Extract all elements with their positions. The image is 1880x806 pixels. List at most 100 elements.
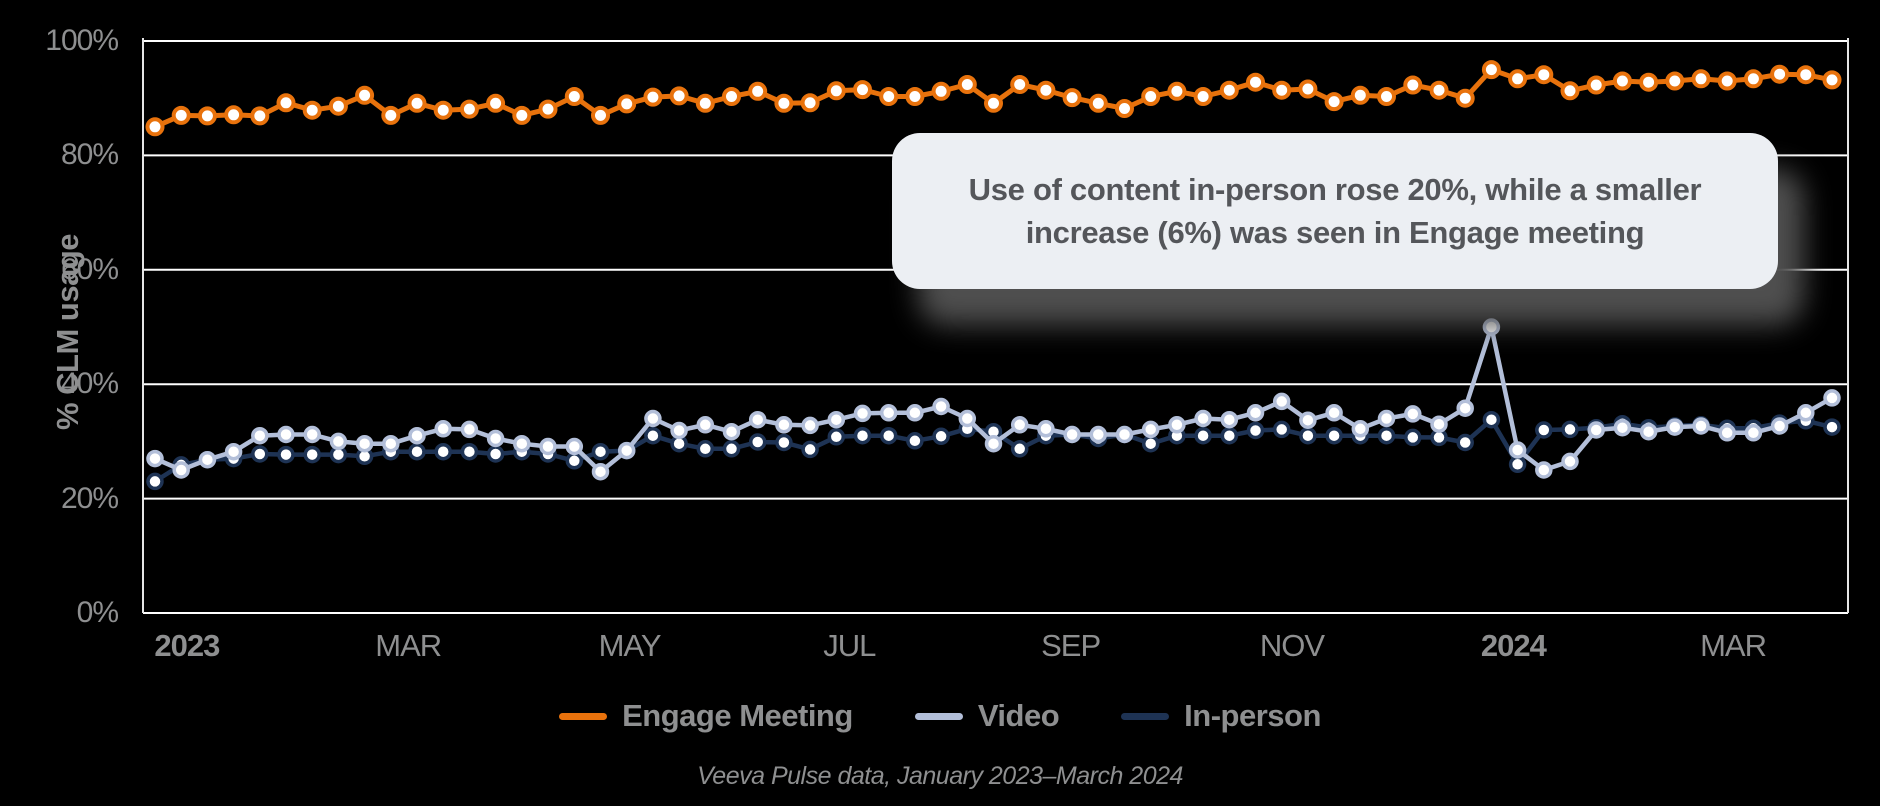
series-engage-meeting-point-20 xyxy=(669,86,689,106)
series-video-point-56 xyxy=(1613,418,1632,437)
series-in-person-point-27 xyxy=(853,426,872,445)
series-video-point-19 xyxy=(644,409,662,428)
series-video-point-11 xyxy=(434,420,452,438)
series-video-point-21 xyxy=(696,416,715,434)
series-video-point-47 xyxy=(1377,409,1396,428)
series-in-person-point-13 xyxy=(486,445,505,463)
series-video-point-48 xyxy=(1404,405,1422,423)
x-tick-jul23: JUL xyxy=(823,628,876,663)
series-video-point-57 xyxy=(1639,422,1658,441)
series-video-point-16 xyxy=(565,437,584,456)
y-tick-20: 20% xyxy=(60,481,119,515)
series-engage-meeting-point-55 xyxy=(1586,75,1606,95)
series-in-person-point-12 xyxy=(460,442,479,461)
series-engage-meeting-point-64 xyxy=(1822,70,1842,90)
series-video-point-1 xyxy=(172,461,190,479)
series-video-point-27 xyxy=(853,404,872,423)
series-engage-meeting-point-45 xyxy=(1324,92,1344,112)
series-engage-meeting-point-31 xyxy=(957,75,977,94)
series-engage-meeting-point-42 xyxy=(1246,72,1265,92)
series-video-point-50 xyxy=(1456,399,1474,417)
series-engage-meeting-point-33 xyxy=(1010,75,1030,94)
series-engage-meeting-point-11 xyxy=(433,100,453,120)
series-video-point-33 xyxy=(1010,416,1029,434)
series-engage-meeting-point-12 xyxy=(459,99,479,119)
series-engage-meeting-point-1 xyxy=(171,105,191,125)
series-video-point-10 xyxy=(408,426,426,445)
series-engage-meeting-point-30 xyxy=(931,81,951,101)
series-engage-meeting-point-48 xyxy=(1403,75,1423,95)
series-in-person-point-51 xyxy=(1482,410,1501,429)
series-video-point-35 xyxy=(1063,425,1081,444)
series-in-person-point-26 xyxy=(827,428,846,446)
legend-label-video: Video xyxy=(977,698,1060,733)
series-engage-meeting-point-52 xyxy=(1508,69,1528,89)
series-in-person-point-30 xyxy=(932,427,950,446)
annotation-text-line2: increase (6%) was seen in Engage meeting xyxy=(1025,215,1645,250)
series-video-point-53 xyxy=(1535,461,1553,479)
series-in-person-point-10 xyxy=(408,442,426,461)
series-engage-meeting-point-13 xyxy=(486,93,506,113)
series-engage-meeting-point-36 xyxy=(1088,93,1108,113)
series-in-person-point-29 xyxy=(906,432,924,450)
series-engage-meeting-point-26 xyxy=(826,81,846,101)
series-video-point-42 xyxy=(1246,404,1265,422)
series-video-point-18 xyxy=(617,441,636,460)
series-in-person-point-54 xyxy=(1561,420,1579,439)
series-in-person-point-11 xyxy=(434,442,452,461)
series-video-point-4 xyxy=(251,426,269,445)
series-engage-meeting-point-28 xyxy=(879,87,899,106)
series-video-point-3 xyxy=(224,442,243,461)
series-engage-meeting-point-10 xyxy=(407,93,427,113)
series-engage-meeting-point-4 xyxy=(250,106,270,126)
series-video-point-58 xyxy=(1666,418,1684,436)
series-video-point-36 xyxy=(1089,425,1108,444)
series-video-point-32 xyxy=(984,434,1003,453)
series-engage-meeting-point-23 xyxy=(748,81,768,101)
series-in-person-point-21 xyxy=(696,440,715,458)
series-engage-meeting-point-7 xyxy=(328,96,348,116)
series-engage-meeting-point-21 xyxy=(695,93,715,113)
series-engage-meeting-point-8 xyxy=(355,85,375,105)
series-engage-meeting-point-2 xyxy=(197,106,217,126)
series-engage-meeting-point-35 xyxy=(1062,88,1082,108)
series-video-point-15 xyxy=(539,437,557,456)
series-in-person-point-40 xyxy=(1194,426,1212,445)
series-video-point-40 xyxy=(1194,409,1212,428)
series-engage-meeting-point-44 xyxy=(1298,79,1318,99)
series-video-point-55 xyxy=(1587,421,1605,439)
series-in-person-point-50 xyxy=(1456,433,1474,452)
series-video-point-12 xyxy=(460,420,479,439)
series-engage-meeting-point-37 xyxy=(1115,99,1134,118)
series-in-person-point-25 xyxy=(801,440,819,459)
series-engage-meeting-point-27 xyxy=(853,80,872,100)
series-engage-meeting-point-53 xyxy=(1534,65,1554,85)
series-video-point-0 xyxy=(146,449,164,468)
series-engage-meeting-point-38 xyxy=(1141,87,1161,106)
series-engage-meeting-point-61 xyxy=(1743,69,1763,89)
y-tick-40: 40% xyxy=(60,367,119,401)
series-in-person-point-45 xyxy=(1325,426,1343,445)
series-in-person-point-53 xyxy=(1535,421,1553,439)
series-engage-meeting-point-3 xyxy=(224,105,244,125)
series-video-point-39 xyxy=(1168,416,1186,434)
series-video-point-44 xyxy=(1299,411,1317,429)
caption-row: Veeva Pulse data, January 2023–March 202… xyxy=(0,762,1880,791)
series-engage-meeting-point-51 xyxy=(1481,60,1501,80)
series-engage-meeting-point-60 xyxy=(1717,71,1737,91)
series-in-person-point-5 xyxy=(277,445,295,464)
series-video-point-9 xyxy=(382,434,400,453)
series-in-person-point-6 xyxy=(303,445,321,464)
series-video-point-23 xyxy=(748,410,767,429)
x-tick-mar24: MAR xyxy=(1700,628,1767,663)
series-video-point-61 xyxy=(1744,424,1763,442)
x-tick-2023: 2023 xyxy=(154,628,220,663)
legend-label-in-person: In-person xyxy=(1184,698,1321,733)
series-video-point-20 xyxy=(670,421,688,440)
series-engage-meeting-point-18 xyxy=(617,94,637,114)
x-tick-nov23: NOV xyxy=(1259,628,1325,663)
series-video-point-43 xyxy=(1272,392,1291,411)
series-video-point-41 xyxy=(1220,410,1239,429)
series-engage-meeting-point-41 xyxy=(1219,80,1239,100)
